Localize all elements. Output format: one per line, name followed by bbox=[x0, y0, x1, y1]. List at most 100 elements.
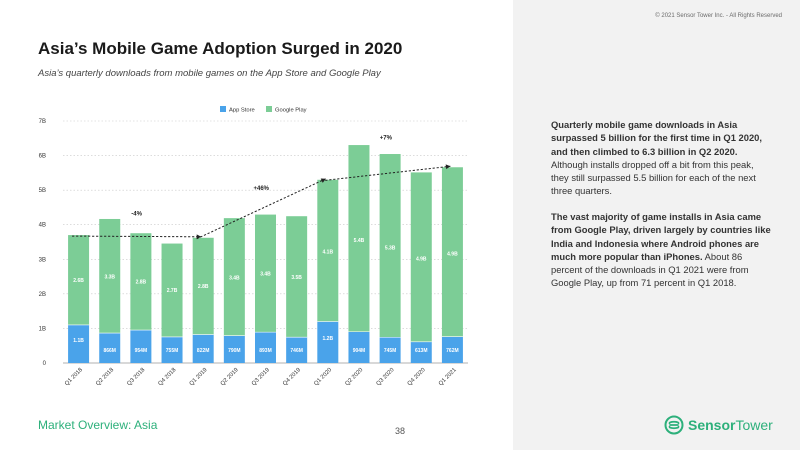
bar-app-store bbox=[68, 324, 90, 363]
bar-app-store bbox=[130, 330, 152, 363]
value-label-google-play: 5.3B bbox=[385, 245, 396, 251]
commentary-1-highlight: Quarterly mobile game downloads in Asia … bbox=[551, 119, 762, 157]
bar-app-store bbox=[255, 332, 276, 363]
legend-swatch bbox=[220, 106, 226, 112]
value-label-app-store: 762M bbox=[446, 348, 459, 354]
y-tick-label: 2B bbox=[39, 292, 46, 298]
value-label-google-play: 2.8B bbox=[198, 284, 209, 290]
commentary-1-body: Although installs dropped off a bit from… bbox=[551, 158, 756, 197]
trend-arrow-head bbox=[445, 164, 451, 170]
x-tick-label: Q1 2019 bbox=[189, 367, 209, 387]
bar-google-play bbox=[379, 154, 401, 338]
x-tick-label: Q2 2020 bbox=[344, 367, 364, 387]
y-tick-label: 3B bbox=[39, 257, 46, 263]
value-label-google-play: 4.1B bbox=[323, 249, 334, 255]
value-label-app-store: 613M bbox=[415, 348, 428, 354]
copyright-text: © 2021 Sensor Tower Inc. - All Rights Re… bbox=[655, 13, 782, 19]
y-tick-label: 0 bbox=[43, 361, 47, 367]
bar-app-store bbox=[286, 337, 308, 363]
x-tick-label: Q1 2021 bbox=[438, 367, 458, 387]
bar-google-play bbox=[348, 145, 370, 332]
brand-name: SensorTower bbox=[688, 417, 773, 433]
bar-app-store bbox=[410, 341, 432, 363]
bar-google-play bbox=[99, 218, 121, 334]
value-label-app-store: 790M bbox=[228, 348, 241, 354]
x-tick-label: Q3 2020 bbox=[376, 367, 396, 387]
value-label-app-store: 1.1B bbox=[73, 338, 84, 344]
downloads-chart: 0 1B 2B 3B 4B 5B 6B 7B App Store Google Play 1.1B 2… bbox=[39, 106, 468, 387]
value-label-google-play: 3.3B bbox=[104, 274, 115, 280]
value-label-app-store: 822M bbox=[197, 348, 210, 354]
x-tick-label: Q2 2019 bbox=[220, 367, 240, 387]
y-tick-label: 7B bbox=[39, 119, 46, 125]
trend-annotation-label: +46% bbox=[253, 186, 269, 192]
section-label: Market Overview: Asia bbox=[38, 418, 158, 432]
bar-app-store bbox=[161, 336, 183, 363]
value-label-google-play: 3.4B bbox=[229, 275, 240, 281]
x-tick-label: Q4 2020 bbox=[407, 367, 427, 387]
value-label-app-store: 866M bbox=[103, 348, 116, 354]
y-tick-label: 1B bbox=[39, 326, 46, 332]
bar-app-store bbox=[441, 336, 463, 363]
bar-app-store bbox=[348, 331, 370, 363]
x-tick-label: Q2 2018 bbox=[95, 367, 115, 387]
trend-annotation-label: +7% bbox=[380, 136, 393, 142]
value-label-app-store: 746M bbox=[290, 348, 303, 354]
value-label-app-store: 745M bbox=[384, 348, 397, 354]
bar-google-play bbox=[286, 216, 308, 338]
sensor-tower-logo-icon bbox=[664, 415, 684, 435]
bar-google-play bbox=[161, 243, 183, 337]
value-label-app-store: 893M bbox=[259, 348, 272, 354]
bar-google-play bbox=[317, 179, 339, 322]
brand-name-regular: Tower bbox=[735, 417, 773, 433]
brand-name-bold: Sensor bbox=[688, 417, 736, 433]
value-label-google-play: 4.9B bbox=[447, 251, 458, 257]
commentary-panel bbox=[513, 0, 800, 450]
legend-label: App Store bbox=[229, 108, 255, 114]
bar-google-play bbox=[130, 233, 152, 331]
value-label-app-store: 1.2B bbox=[323, 336, 334, 342]
y-tick-label: 6B bbox=[39, 154, 46, 160]
bar-app-store bbox=[192, 334, 214, 363]
x-tick-label: Q4 2018 bbox=[157, 367, 177, 387]
bar-google-play bbox=[410, 172, 432, 342]
value-label-google-play: 5.4B bbox=[354, 238, 365, 244]
value-label-google-play: 2.7B bbox=[167, 288, 178, 294]
bar-app-store bbox=[223, 335, 245, 363]
bar-google-play bbox=[68, 235, 90, 325]
bar-google-play bbox=[192, 237, 214, 335]
x-tick-label: Q3 2019 bbox=[251, 367, 271, 387]
bar-google-play bbox=[255, 214, 276, 333]
page-title: Asia’s Mobile Game Adoption Surged in 20… bbox=[38, 39, 403, 58]
y-tick-label: 4B bbox=[39, 223, 46, 229]
value-label-google-play: 3.5B bbox=[291, 275, 302, 281]
trend-arrow-line bbox=[321, 165, 451, 182]
x-tick-label: Q1 2018 bbox=[64, 367, 84, 387]
page-subtitle: Asia’s quarterly downloads from mobile g… bbox=[38, 68, 381, 79]
y-tick-label: 5B bbox=[39, 188, 46, 194]
x-tick-label: Q4 2019 bbox=[282, 367, 302, 387]
brand-logo: SensorTower bbox=[664, 415, 773, 435]
legend-swatch bbox=[266, 106, 272, 112]
commentary-2-highlight: The vast majority of game installs in As… bbox=[551, 211, 771, 262]
bar-app-store bbox=[379, 337, 401, 363]
value-label-app-store: 904M bbox=[353, 348, 366, 354]
value-label-app-store: 954M bbox=[135, 348, 148, 354]
x-tick-label: Q1 2020 bbox=[313, 367, 333, 387]
legend-label: Google Play bbox=[275, 108, 307, 114]
value-label-google-play: 2.6B bbox=[73, 278, 84, 284]
commentary-paragraph-2: The vast majority of game installs in As… bbox=[551, 210, 773, 290]
value-label-google-play: 2.8B bbox=[136, 280, 147, 286]
commentary-paragraph-1: Quarterly mobile game downloads in Asia … bbox=[551, 118, 773, 198]
trend-annotation-label: -4% bbox=[131, 211, 142, 217]
trend-arrow-line bbox=[72, 235, 202, 238]
value-label-google-play: 3.4B bbox=[260, 272, 271, 278]
bar-google-play bbox=[441, 167, 463, 337]
x-tick-label: Q3 2018 bbox=[126, 367, 146, 387]
bar-google-play bbox=[223, 218, 245, 336]
commentary-2-body: About 86 percent of the downloads in Q1 … bbox=[551, 250, 749, 289]
page-number: 38 bbox=[395, 426, 406, 436]
bar-app-store bbox=[99, 333, 121, 363]
bar-app-store bbox=[317, 321, 339, 363]
value-label-google-play: 4.9B bbox=[416, 256, 427, 262]
